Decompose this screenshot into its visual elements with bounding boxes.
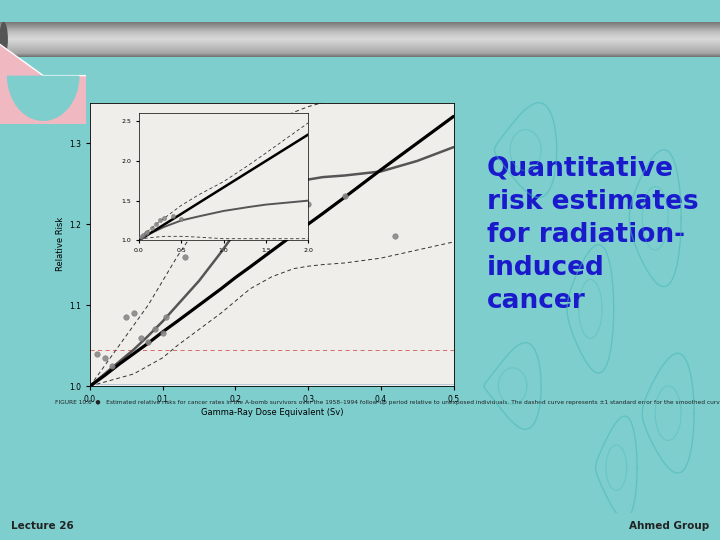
Point	[302, 200, 314, 208]
Point	[143, 337, 154, 346]
Point	[266, 191, 278, 200]
Wedge shape	[0, 38, 104, 151]
Text: Lecture 26: Lecture 26	[11, 521, 73, 531]
Point	[91, 349, 103, 358]
Point	[135, 233, 146, 241]
Point	[140, 229, 151, 238]
Point	[135, 333, 147, 342]
Point	[142, 228, 153, 237]
Point	[281, 200, 292, 208]
Text: Ahmed Group: Ahmed Group	[629, 521, 709, 531]
Wedge shape	[7, 76, 79, 121]
Point	[99, 354, 110, 362]
Point	[158, 214, 170, 222]
Point	[167, 211, 179, 220]
Point	[176, 214, 187, 223]
Point	[106, 362, 117, 370]
Point	[150, 220, 161, 229]
Point	[146, 224, 158, 233]
Ellipse shape	[0, 22, 8, 57]
Text: Quantitative
risk estimates
for radiation-
induced
cancer: Quantitative risk estimates for radiatio…	[487, 156, 698, 314]
Point	[338, 191, 350, 200]
Point	[150, 325, 161, 334]
Point	[121, 313, 132, 322]
Point	[179, 252, 190, 261]
X-axis label: Gamma-Ray Dose Equivalent (Sv): Gamma-Ray Dose Equivalent (Sv)	[201, 408, 343, 417]
Point	[138, 231, 149, 239]
Point	[222, 195, 234, 204]
Point	[128, 309, 140, 318]
Point	[230, 200, 241, 208]
Point	[161, 313, 172, 322]
Point	[154, 216, 166, 225]
Point	[244, 191, 256, 200]
Y-axis label: Relative Risk: Relative Risk	[56, 217, 65, 272]
Text: FIGURE 10.6  ●   Estimated relative risks for cancer rates in the A-bomb survivo: FIGURE 10.6 ● Estimated relative risks f…	[55, 401, 720, 406]
Point	[390, 232, 401, 241]
Point	[157, 329, 168, 338]
